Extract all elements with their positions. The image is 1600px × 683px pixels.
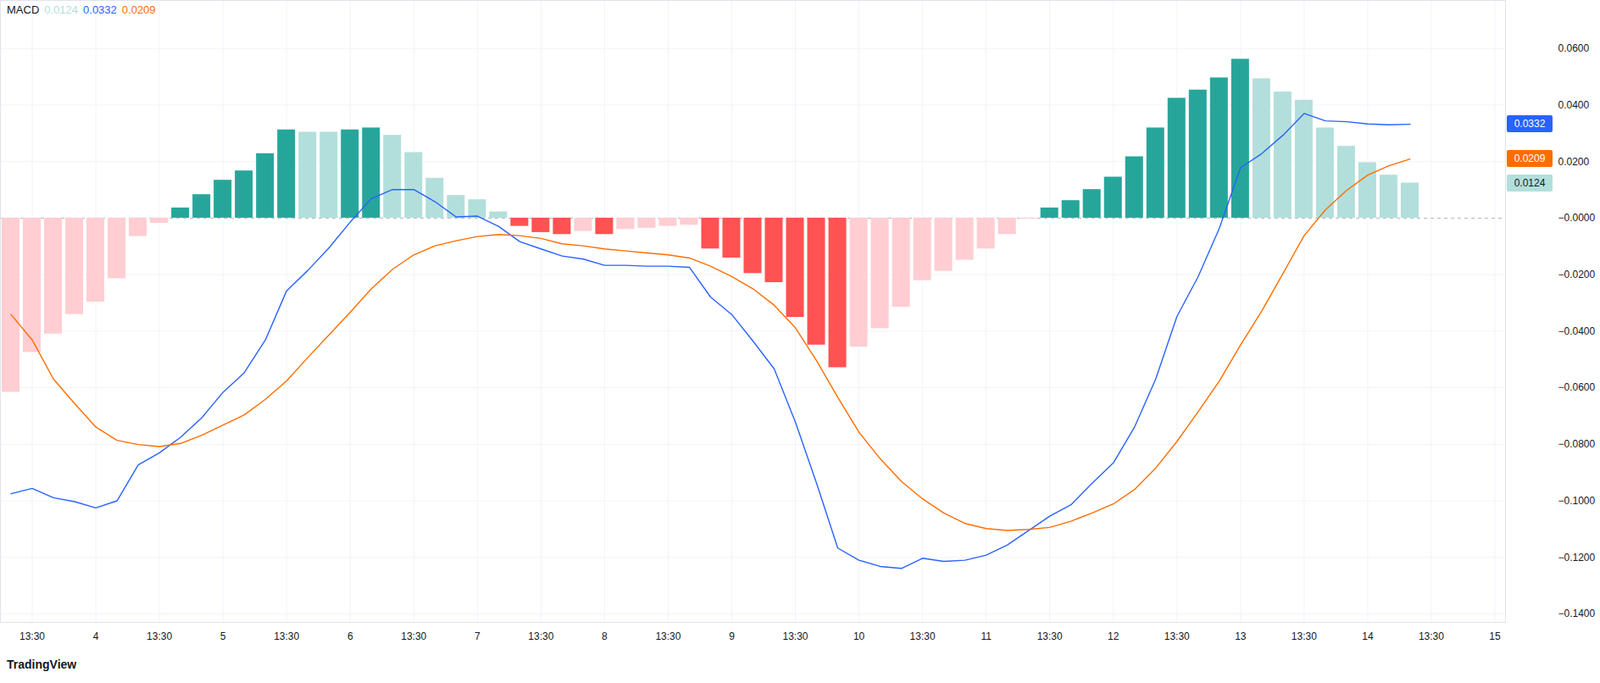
html-text:0.0332 0.0209: 0.0332 0.0209 — [83, 3, 156, 17]
html-text:0.0124: 0.0124 — [1514, 176, 1546, 189]
svg-text:13: 13 — [1234, 630, 1247, 643]
svg-text:13:30: 13:30 — [527, 630, 554, 643]
svg-text:−0.0600: −0.0600 — [1558, 381, 1596, 394]
svg-text:9: 9 — [728, 630, 735, 643]
svg-text:7: 7 — [474, 630, 481, 643]
svg-text:13:30: 13:30 — [910, 630, 936, 643]
svg-text:8: 8 — [601, 630, 608, 643]
svg-text:13:30: 13:30 — [19, 630, 45, 643]
svg-text:13:30: 13:30 — [1291, 630, 1317, 643]
svg-text:12: 12 — [1107, 630, 1120, 643]
svg-text:10: 10 — [853, 630, 866, 643]
html-text:TradingView: TradingView — [6, 657, 77, 672]
svg-text:−0.0200: −0.0200 — [1558, 268, 1596, 281]
svg-text:13:30: 13:30 — [655, 630, 681, 643]
svg-text:−0.0000: −0.0000 — [1558, 211, 1596, 224]
svg-text:0.0400: 0.0400 — [1558, 99, 1590, 112]
html-text:MACD 0.0124: MACD 0.0124 — [6, 3, 78, 17]
svg-text:−0.1000: −0.1000 — [1558, 494, 1596, 507]
svg-text:−0.0800: −0.0800 — [1558, 438, 1596, 450]
svg-text:0.0200: 0.0200 — [1558, 155, 1590, 168]
svg-text:6: 6 — [347, 630, 354, 643]
html-text:0.0332: 0.0332 — [1514, 117, 1546, 130]
svg-text:13:30: 13:30 — [1418, 630, 1445, 643]
svg-text:−0.0400: −0.0400 — [1558, 325, 1596, 338]
svg-text:13:30: 13:30 — [783, 630, 809, 643]
html-text:0.0209: 0.0209 — [1514, 152, 1546, 165]
svg-text:13:30: 13:30 — [273, 630, 300, 643]
svg-text:0.0600: 0.0600 — [1558, 42, 1590, 55]
svg-text:−0.1400: −0.1400 — [1558, 607, 1596, 620]
svg-text:4: 4 — [93, 630, 100, 643]
svg-text:−0.1200: −0.1200 — [1558, 551, 1596, 564]
svg-text:5: 5 — [220, 630, 227, 643]
svg-text:15: 15 — [1488, 630, 1501, 643]
svg-text:13:30: 13:30 — [146, 630, 173, 643]
svg-text:11: 11 — [980, 630, 992, 643]
svg-text:14: 14 — [1361, 630, 1374, 643]
svg-text:13:30: 13:30 — [1164, 630, 1190, 643]
svg-text:13:30: 13:30 — [400, 630, 427, 643]
svg-text:13:30: 13:30 — [1037, 630, 1063, 643]
